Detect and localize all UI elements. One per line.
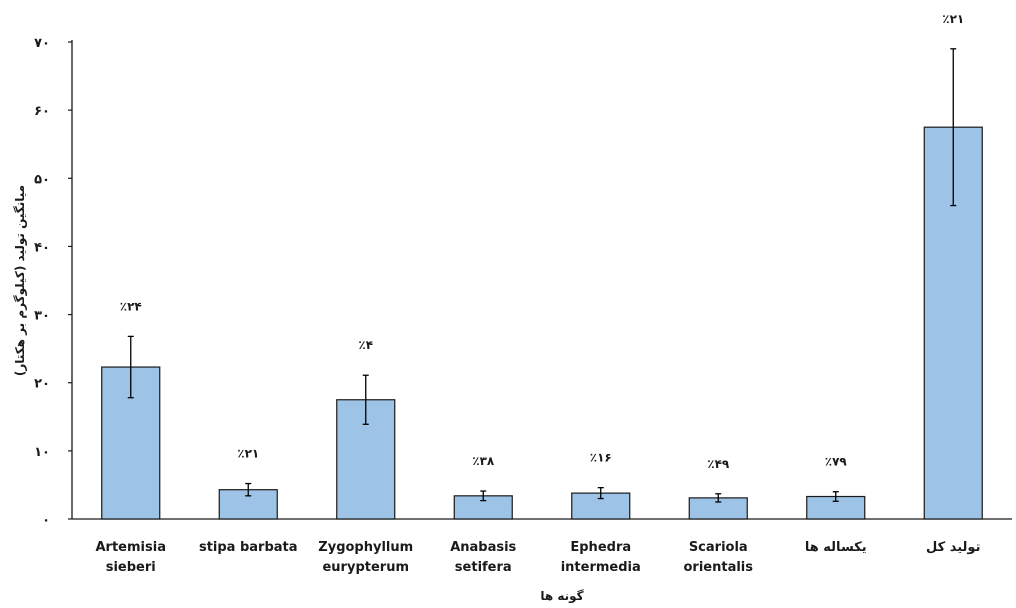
x-category-line: یکساله ها	[805, 540, 867, 555]
bar-percent-label: ٪۲۱	[942, 12, 964, 26]
y-tick-label: ۶۰	[34, 104, 50, 119]
x-category-line: Zygophyllum	[318, 540, 413, 555]
y-tick-label: ۱۰	[34, 445, 50, 460]
x-category-label: Anabasis setifera	[450, 540, 516, 575]
x-category-label: تولید کل	[926, 540, 980, 555]
bar	[218, 489, 278, 520]
bar-percent-label: ٪۳۸	[472, 454, 495, 468]
x-category-line: Anabasis	[450, 540, 516, 555]
y-tick-label: ۲۰	[34, 377, 50, 392]
bar-percent-label: ٪۴	[358, 338, 373, 352]
x-category-labels: Artemisia sieberi stipa barbata Zygophyllum…	[96, 540, 981, 575]
bars-group: ٪۲۴ ٪۲۱ ٪۴ ٪۳۸ ٪۱۶ ٪۴۹ ٪۷۹ ٪۲۱	[101, 12, 983, 520]
x-axis-title: گونه ها	[540, 589, 583, 604]
x-category-label: Ephedra intermedia	[561, 540, 641, 575]
bar-percent-label: ٪۲۱	[237, 447, 259, 461]
x-category-line: sieberi	[106, 560, 156, 575]
bar-percent-label: ٪۲۴	[120, 299, 142, 313]
x-category-line: eurypterum	[322, 560, 409, 575]
y-tick-label: ۳۰	[34, 309, 50, 324]
x-category-line: stipa barbata	[199, 540, 298, 555]
x-category-line: orientalis	[683, 560, 753, 575]
x-category-line: تولید کل	[926, 540, 980, 555]
x-category-label: Scariola orientalis	[683, 540, 753, 575]
bar-percent-label: ٪۴۹	[707, 457, 730, 471]
x-category-label: Zygophyllum eurypterum	[318, 540, 413, 575]
x-category-label: Artemisia sieberi	[96, 540, 166, 575]
x-category-line: Ephedra	[570, 540, 631, 555]
bar-percent-label: ٪۱۶	[590, 451, 612, 465]
y-axis-title: میانگین تولید (کیلوگرم بر هکتار)	[13, 185, 28, 376]
y-tick-label: ۰	[42, 513, 50, 528]
x-category-label: stipa barbata	[199, 540, 298, 555]
y-tick-label: ۴۰	[34, 240, 50, 255]
x-category-label: یکساله ها	[805, 540, 867, 555]
axes	[71, 40, 1012, 520]
x-category-line: intermedia	[561, 560, 641, 575]
x-category-line: Scariola	[689, 540, 748, 555]
y-tick-label: ۵۰	[34, 172, 50, 187]
y-tick-labels: ۰ ۱۰ ۲۰ ۳۰ ۴۰ ۵۰ ۶۰ ۷۰	[34, 36, 72, 528]
y-tick-label: ۷۰	[34, 36, 50, 51]
x-category-line: Artemisia	[96, 540, 166, 555]
bar-percent-label: ٪۷۹	[825, 455, 848, 469]
x-category-line: setifera	[455, 560, 512, 575]
